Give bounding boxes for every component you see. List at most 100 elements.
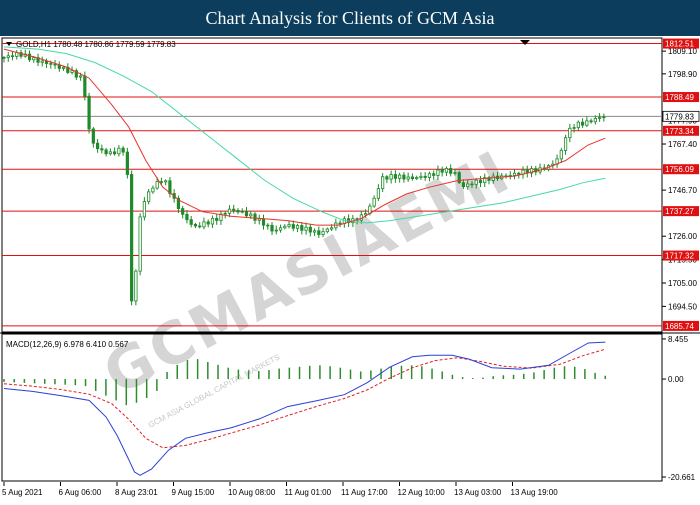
candle-body bbox=[457, 172, 461, 184]
candle-body bbox=[304, 226, 308, 231]
time-tick-label: 12 Aug 10:00 bbox=[398, 488, 446, 497]
level-label: 1737.27 bbox=[665, 207, 694, 216]
candle-body bbox=[95, 142, 100, 150]
candle-body bbox=[512, 172, 517, 176]
level-label: 1756.09 bbox=[665, 165, 694, 174]
candle-body bbox=[312, 230, 317, 233]
support-resistance-levels bbox=[2, 43, 662, 327]
chart-title: Chart Analysis for Clients of GCM Asia bbox=[205, 7, 495, 28]
level-label-box bbox=[663, 92, 699, 103]
candle-body bbox=[376, 188, 380, 199]
candle-body bbox=[261, 218, 266, 226]
chart-title-banner: Chart Analysis for Clients of GCM Asia bbox=[0, 0, 700, 36]
candle-body bbox=[100, 148, 104, 151]
price-panel-border bbox=[1, 37, 663, 333]
candle-body bbox=[91, 128, 95, 144]
candle-body bbox=[372, 197, 376, 207]
candle-body bbox=[134, 270, 138, 302]
candle-body bbox=[176, 197, 181, 209]
candle-body bbox=[266, 224, 270, 227]
candle-body bbox=[598, 117, 602, 119]
candle-body bbox=[244, 210, 249, 217]
candle-body bbox=[189, 219, 193, 225]
candle-body bbox=[470, 183, 474, 186]
candle-body bbox=[423, 175, 427, 178]
candle-body bbox=[559, 149, 563, 160]
candle-body bbox=[308, 226, 312, 233]
candle-body bbox=[61, 66, 66, 69]
macd-histogram bbox=[3, 359, 607, 406]
level-label-box bbox=[663, 320, 699, 331]
candle-body bbox=[338, 222, 342, 225]
candle-body bbox=[389, 174, 393, 180]
price-panel-header: GOLD,H1 1780.48 1780.86 1779.59 1779.83 bbox=[16, 40, 176, 49]
candle-body bbox=[164, 180, 168, 183]
candle-body bbox=[436, 169, 440, 176]
candle-body bbox=[295, 225, 300, 229]
candle-body bbox=[223, 212, 227, 215]
candle-body bbox=[283, 225, 287, 229]
candle-body bbox=[415, 177, 419, 179]
candle-body bbox=[159, 181, 164, 183]
time-tick-label: 11 Aug 17:00 bbox=[341, 488, 388, 497]
candle-body bbox=[6, 55, 10, 58]
candle-body bbox=[249, 213, 253, 217]
candle-body bbox=[291, 224, 295, 229]
candle-body bbox=[580, 121, 585, 126]
level-label-box bbox=[663, 164, 699, 175]
candle-body bbox=[300, 225, 304, 231]
chart-canvas: GCMASIAEMI GCM ASIA GLOBAL CAPITAL MARKE… bbox=[0, 37, 700, 497]
macd-tick-label: 8.455 bbox=[668, 335, 689, 344]
candle-body bbox=[419, 175, 423, 178]
candle-body bbox=[453, 172, 457, 174]
level-price-labels: 1812.51 1788.49 1773.34 1756.09 1737.27 1717.… bbox=[662, 38, 700, 331]
time-tick-label: 10 Aug 08:00 bbox=[228, 488, 276, 497]
candle-body bbox=[236, 209, 240, 213]
time-tick-label: 5 Aug 2021 bbox=[2, 488, 43, 497]
candle-body bbox=[210, 217, 215, 225]
price-tick-label: 1798.90 bbox=[668, 70, 697, 79]
macd-line bbox=[3, 341, 606, 476]
candle-body bbox=[193, 223, 198, 227]
candle-body bbox=[364, 213, 368, 216]
candle-body bbox=[572, 127, 576, 129]
candle-body bbox=[27, 53, 32, 61]
candle-body bbox=[130, 174, 134, 302]
level-label-box bbox=[663, 250, 699, 261]
candle-body bbox=[278, 227, 283, 231]
candle-body bbox=[2, 57, 6, 59]
candle-body bbox=[517, 172, 521, 175]
price-tick-label: 1726.00 bbox=[668, 232, 697, 241]
candle-body bbox=[151, 187, 155, 193]
candle-body bbox=[202, 221, 206, 228]
time-tick-label: 13 Aug 03:00 bbox=[454, 488, 502, 497]
candle-body bbox=[253, 213, 257, 221]
candle-body bbox=[393, 174, 397, 179]
level-label: 1812.51 bbox=[665, 40, 694, 49]
current-price-box bbox=[662, 110, 700, 122]
candle-body bbox=[19, 52, 23, 57]
candle-body bbox=[215, 217, 219, 221]
candle-body bbox=[568, 127, 572, 139]
price-panel: GOLD,H1 1780.48 1780.86 1779.59 1779.83 … bbox=[1, 37, 700, 333]
candle-body bbox=[381, 176, 385, 190]
candle-body bbox=[232, 208, 236, 211]
time-tick-label: 8 Aug 23:01 bbox=[115, 488, 158, 497]
level-label-box bbox=[663, 125, 699, 136]
candle-body bbox=[49, 63, 53, 65]
level-label: 1773.34 bbox=[665, 127, 694, 136]
candle-body bbox=[10, 55, 15, 57]
trading-chart: GCMASIAEMI GCM ASIA GLOBAL CAPITAL MARKE… bbox=[0, 36, 700, 500]
candle-body bbox=[185, 213, 189, 221]
candle-body bbox=[125, 151, 129, 175]
candle-body bbox=[432, 173, 436, 176]
candle-body bbox=[113, 151, 117, 155]
candle-body bbox=[168, 180, 172, 194]
candle-body bbox=[53, 63, 57, 66]
macd-axis: 8.455 0.00 -20.661 bbox=[662, 335, 696, 482]
candle-body bbox=[40, 60, 44, 63]
macd-tick-label: -20.661 bbox=[668, 473, 696, 482]
chart-menu-arrow-icon[interactable] bbox=[6, 42, 12, 46]
candle-body bbox=[121, 147, 125, 153]
candle-body bbox=[563, 137, 568, 151]
